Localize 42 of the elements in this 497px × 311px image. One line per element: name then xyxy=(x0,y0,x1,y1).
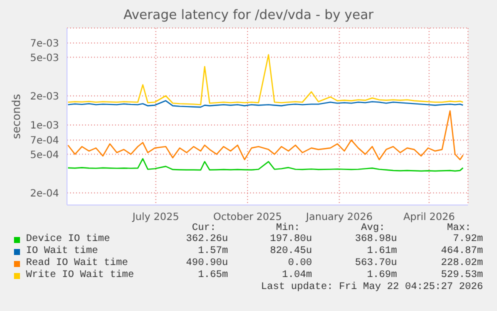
text: 1.04m xyxy=(282,270,312,281)
text: 197.80u xyxy=(270,234,312,245)
y-tick-label: 5e-03 xyxy=(30,52,59,64)
x-tick-label: January 2026 xyxy=(305,212,373,224)
y-tick-label: 2e-03 xyxy=(30,91,59,102)
text: 820.45u xyxy=(270,246,312,257)
x-tick-label: October 2025 xyxy=(213,212,282,224)
text: Last update: Fri May 22 04:25:27 2026 xyxy=(260,282,483,293)
legend-label: IO Wait time xyxy=(26,246,98,257)
text: Min: xyxy=(276,223,300,234)
text: 228.02m xyxy=(440,258,483,269)
text: Avg: xyxy=(360,223,385,234)
legend-label: Write IO Wait time xyxy=(26,270,134,281)
text: 368.98u xyxy=(354,234,397,245)
text: 490.90u xyxy=(186,258,228,269)
legend-label: Device IO time xyxy=(26,234,110,245)
text: 1.65m xyxy=(198,270,228,281)
line-series xyxy=(67,110,464,160)
y-axis-title: seconds xyxy=(10,94,23,139)
x-tick-label: July 2025 xyxy=(131,212,180,224)
text: 0.00 xyxy=(288,258,312,269)
text: Max: xyxy=(446,223,471,234)
line-series xyxy=(67,100,464,108)
y-tick-label: 2e-04 xyxy=(30,188,59,200)
line-series xyxy=(67,54,464,106)
chart-title: Average latency for /dev/vda - by year xyxy=(122,8,375,23)
text: 362.26u xyxy=(186,234,228,245)
text: 7.92m xyxy=(452,234,483,245)
line-series xyxy=(67,158,464,172)
legend-label: Read IO Wait time xyxy=(26,258,128,269)
text: 464.87m xyxy=(440,246,483,257)
text: 1.61m xyxy=(366,246,397,257)
text: 1.69m xyxy=(366,270,397,281)
x-tick-label: April 2026 xyxy=(403,212,455,224)
y-tick-label: 7e-04 xyxy=(30,136,59,147)
text: 529.53m xyxy=(440,270,483,281)
y-tick-label: 5e-04 xyxy=(30,150,59,161)
text: Cur: xyxy=(192,223,216,234)
y-tick-label: 1e-03 xyxy=(30,120,59,132)
y-tick-label: 7e-03 xyxy=(30,38,59,50)
text: 563.70u xyxy=(354,258,397,269)
text: 1.57m xyxy=(198,246,228,257)
